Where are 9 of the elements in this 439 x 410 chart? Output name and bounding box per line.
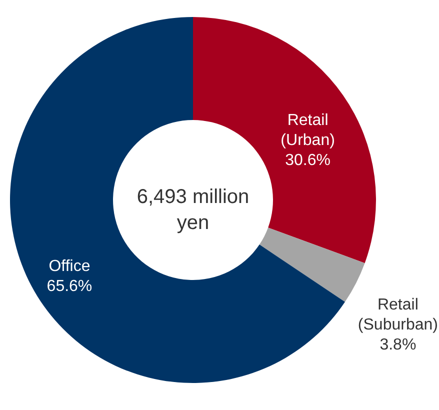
donut-slice bbox=[259, 228, 365, 302]
slice-label: Office bbox=[48, 258, 90, 275]
data-label: 65.6% bbox=[46, 278, 92, 295]
slice-label: Retail (Urban) bbox=[280, 112, 335, 149]
text: 6,493 million yen bbox=[136, 186, 250, 234]
donut-slice bbox=[10, 17, 345, 383]
data-label: 30.6% bbox=[285, 152, 330, 169]
data-label: 3.8% bbox=[380, 336, 416, 354]
slice-label: Retail (Suburban) bbox=[358, 296, 438, 334]
